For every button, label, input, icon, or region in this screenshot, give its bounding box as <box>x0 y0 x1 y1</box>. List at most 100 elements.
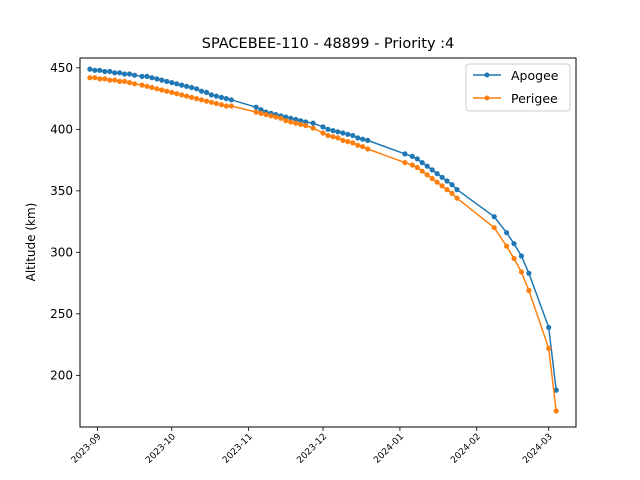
perigee-data-point <box>189 94 195 100</box>
apogee-data-point <box>335 129 341 135</box>
perigee-data-point <box>218 102 224 108</box>
apogee-data-point <box>434 171 440 177</box>
perigee-data-point <box>87 75 93 81</box>
apogee-data-point <box>424 163 430 169</box>
apogee-data-point <box>553 387 559 393</box>
apogee-data-point <box>429 167 435 173</box>
perigee-data-point <box>429 175 435 182</box>
y-tick-label: 250 <box>50 307 73 321</box>
apogee-data-point <box>117 70 123 76</box>
perigee-data-point <box>208 99 214 105</box>
apogee-data-point <box>511 241 517 247</box>
perigee-data-point <box>278 115 284 121</box>
legend-apogee-marker <box>484 72 490 78</box>
perigee-data-point <box>213 100 219 107</box>
apogee-data-point <box>149 75 155 81</box>
apogee-data-point <box>414 156 420 162</box>
apogee-data-point <box>97 67 103 73</box>
perigee-data-point <box>419 168 425 174</box>
apogee-data-point <box>139 73 145 79</box>
y-axis-label: Altitude (km) <box>24 203 38 282</box>
y-tick-label: 200 <box>50 368 73 382</box>
perigee-data-point <box>102 76 108 82</box>
perigee-data-point <box>402 160 408 166</box>
apogee-data-point <box>293 116 299 123</box>
apogee-data-point <box>419 160 425 166</box>
apogee-data-point <box>154 76 160 82</box>
apogee-data-point <box>355 135 361 141</box>
apogee-data-point <box>223 96 229 102</box>
perigee-data-point <box>179 92 185 98</box>
perigee-data-point <box>355 142 361 148</box>
perigee-data-point <box>303 123 309 129</box>
perigee-data-point <box>491 225 497 231</box>
perigee-data-point <box>97 76 103 82</box>
perigee-data-point <box>144 83 150 89</box>
perigee-data-point <box>325 132 331 139</box>
perigee-data-point <box>169 89 175 95</box>
legend-perigee-marker <box>484 95 490 101</box>
apogee-data-point <box>454 187 460 193</box>
perigee-data-point <box>330 134 336 140</box>
perigee-data-point <box>194 96 200 102</box>
perigee-data-point <box>127 80 133 86</box>
apogee-data-point <box>194 86 200 92</box>
apogee-data-point <box>298 118 304 124</box>
y-tick-label: 350 <box>50 184 73 198</box>
perigee-data-point <box>122 78 128 84</box>
perigee-data-point <box>444 187 450 193</box>
perigee-data-point <box>268 113 274 119</box>
perigee-data-point <box>164 88 170 94</box>
perigee-data-point <box>273 114 279 120</box>
apogee-data-point <box>198 88 205 94</box>
y-tick-label: 400 <box>50 122 73 136</box>
perigee-data-point <box>203 98 210 104</box>
apogee-data-point <box>325 126 331 132</box>
perigee-data-point <box>288 119 294 125</box>
y-tick-label: 450 <box>50 61 73 75</box>
apogee-data-point <box>169 80 175 86</box>
apogee-data-point <box>409 153 415 159</box>
apogee-data-point <box>179 82 185 88</box>
apogee-data-point <box>102 68 108 75</box>
apogee-data-point <box>203 89 210 95</box>
perigee-data-point <box>340 137 346 143</box>
perigee-data-point <box>365 146 371 152</box>
apogee-data-point <box>107 68 113 75</box>
perigee-data-point <box>154 86 160 92</box>
apogee-data-point <box>439 174 445 180</box>
apogee-data-point <box>122 71 128 77</box>
perigee-data-point <box>117 78 123 84</box>
perigee-data-point <box>449 190 455 196</box>
perigee-data-point <box>454 195 460 201</box>
apogee-data-point <box>303 119 309 125</box>
apogee-data-point <box>449 182 455 188</box>
perigee-data-point <box>360 144 366 150</box>
y-axis: 200 250 300 350 400 450 <box>50 61 80 382</box>
apogee-data-point <box>365 137 371 143</box>
perigee-data-point <box>107 77 113 83</box>
perigee-data-point <box>345 139 351 145</box>
perigee-data-point <box>223 103 229 109</box>
perigee-data-point <box>310 125 316 131</box>
apogee-data-point <box>184 83 190 89</box>
apogee-data-point <box>174 81 180 87</box>
perigee-data-point <box>414 164 420 171</box>
plot-frame <box>79 57 577 428</box>
series-layer <box>87 66 559 414</box>
apogee-data-point <box>258 107 264 113</box>
apogee-data-point <box>491 214 497 220</box>
apogee-data-point <box>350 132 356 139</box>
apogee-data-point <box>320 124 326 130</box>
perigee-data-point <box>553 408 559 414</box>
chart-title: SPACEBEE-110 - 48899 - Priority :4 <box>202 36 455 52</box>
apogee-data-point <box>310 120 316 126</box>
perigee-data-point <box>409 162 415 168</box>
apogee-data-point <box>345 131 351 137</box>
apogee-data-point <box>360 136 366 142</box>
apogee-data-point <box>444 178 450 184</box>
perigee-data-point <box>184 93 190 99</box>
perigee-data-point <box>112 77 118 83</box>
apogee-data-point <box>228 97 234 103</box>
apogee-data-point <box>283 114 289 120</box>
